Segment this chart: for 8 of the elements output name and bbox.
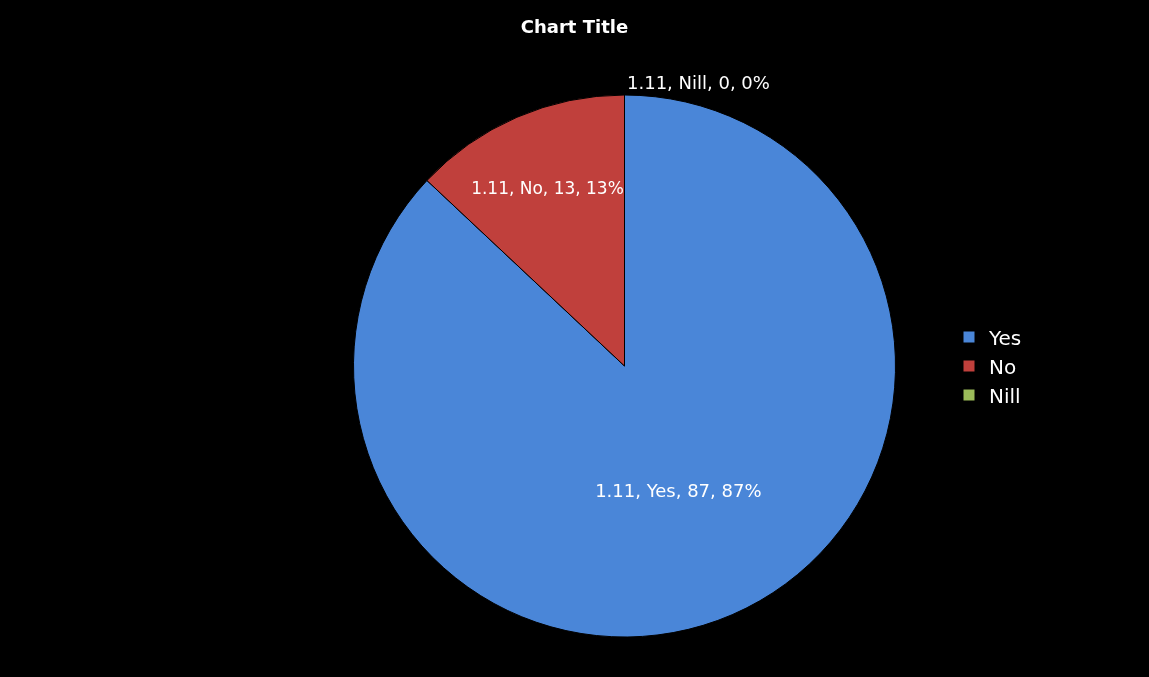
legend-label: Nill — [989, 383, 1021, 408]
legend-label: No — [989, 354, 1017, 379]
pie-slice — [353, 94, 896, 638]
legend-label: Yes — [988, 325, 1022, 350]
data-label: 1.11, Yes, 87, 87% — [595, 479, 762, 501]
text: 1.11, Nill, 0, 0% — [627, 72, 770, 93]
chart-title: Chart Title — [520, 15, 629, 37]
data-label: 1.11, No, 13, 13% — [471, 178, 624, 199]
